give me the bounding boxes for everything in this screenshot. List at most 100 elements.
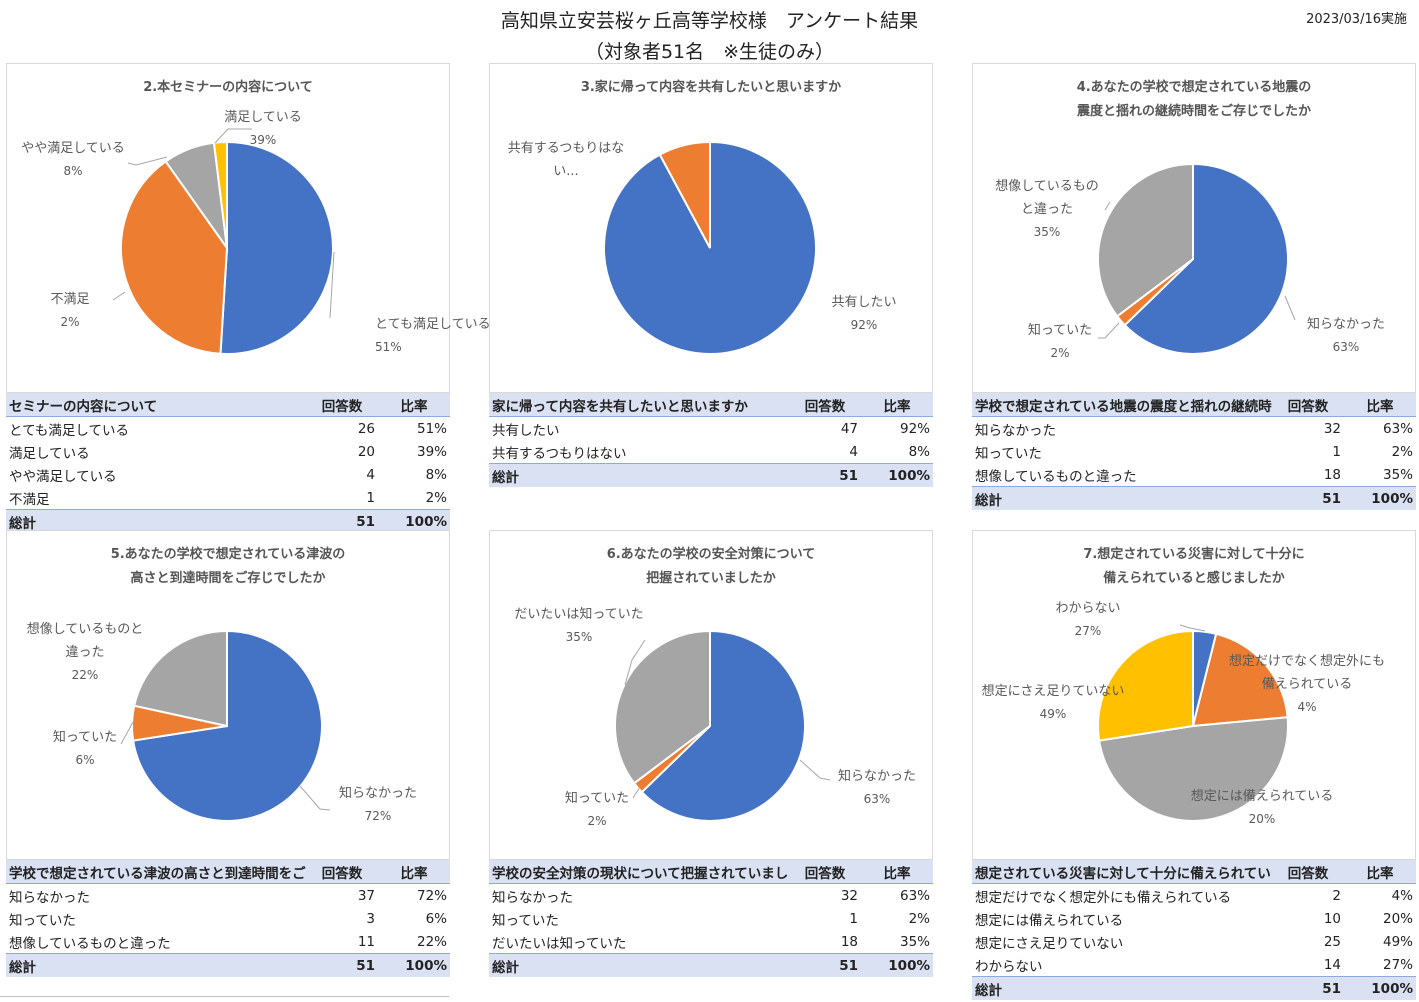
count-cell: 26 (357, 420, 375, 437)
chart-panel: 7.想定されている災害に対して十分に 備えられていると感じましたか (972, 530, 1416, 860)
table-row: 知っていた 1 2% (489, 907, 933, 930)
row-label: 総計 (6, 953, 306, 977)
count-cell: 2 (1332, 887, 1341, 904)
table-row: 共有するつもりはない 4 8% (489, 440, 933, 464)
table-row: わからない 14 27% (972, 953, 1416, 977)
ratio-cell: 比率 (861, 393, 933, 417)
report-title: 高知県立安芸桜ヶ丘高等学校様 アンケート結果 (500, 10, 919, 32)
row-label: 想定にさえ足りていない (975, 935, 1124, 952)
ratio-cell: 比率 (1344, 860, 1416, 884)
ratio-cell: 比率 (378, 393, 450, 417)
summary-table: 想定されている災害に対して十分に備えられていると感じましたか回答数比率想定だけで… (972, 860, 1416, 1000)
count-cell: 51 (789, 953, 861, 977)
chart-title-line: 7.想定されている災害に対して十分に (1083, 547, 1305, 562)
summary-table: 学校で想定されている津波の高さと到達時間をご 回答数 比率 知らなかった 37 72% 知っ… (6, 860, 450, 977)
row-label: 学校で想定されている地震の震度と揺れの継続時 (972, 393, 1272, 417)
row-label: やや満足している (9, 468, 117, 485)
ratio-cell: 27% (1382, 956, 1413, 973)
count-cell: 47 (840, 420, 858, 437)
row-label: 共有するつもりはない (492, 445, 627, 462)
count-cell: 51 (306, 509, 378, 533)
count-cell: 32 (840, 887, 858, 904)
summary-table: 家に帰って内容を共有したいと思いますか 回答数 比率共有したい 47 92% 共有するつも… (489, 393, 933, 487)
chart-title-line: 震度と揺れの継続時間をご存じでしたか (1076, 104, 1311, 119)
count-cell: 18 (840, 933, 858, 950)
count-cell: 51 (306, 953, 378, 977)
row-label: 総計 (972, 486, 1272, 510)
count-cell: 1 (1332, 443, 1341, 460)
survey-date: 2023/03/16実施 (1306, 12, 1407, 27)
row-label: 知っていた (492, 912, 559, 929)
table-total-row: 総計 51 100% (972, 486, 1416, 510)
table-row: 知っていた 3 6% (6, 907, 450, 930)
count-cell: 14 (1323, 956, 1341, 973)
ratio-cell: 35% (1382, 466, 1413, 483)
ratio-cell: 35% (899, 933, 930, 950)
chart-panel: 3.家に帰って内容を共有したいと思いますか (489, 63, 933, 393)
count-cell: 37 (357, 887, 375, 904)
row-label: 家に帰って内容を共有したいと思いますか (489, 393, 789, 417)
table-header: 学校で想定されている津波の高さと到達時間をご 回答数 比率 (6, 860, 450, 884)
ratio-cell: 22% (416, 933, 447, 950)
chart-title: 3.家に帰って内容を共有したいと思いますか (490, 76, 932, 100)
row-label: わからない (975, 958, 1043, 975)
row-label: 想像しているものと違った (9, 935, 171, 952)
ratio-cell: 6% (425, 910, 447, 927)
row-label: 共有したい (492, 422, 560, 439)
table-total-row: 総計 51 100% (6, 953, 450, 977)
row-label: とても満足している (9, 422, 130, 439)
row-label: 想定だけでなく想定外にも備えられている (975, 889, 1232, 906)
ratio-cell: 100% (861, 953, 933, 977)
chart-title-line: 4.あなたの学校で想定されている地震の (1076, 80, 1312, 95)
count-cell: 回答数 (789, 393, 861, 417)
chart-panel: 5.あなたの学校で想定されている津波の 高さと到達時間をご存じでしたか (6, 530, 450, 860)
ratio-cell: 2% (1391, 443, 1413, 460)
count-cell: 51 (1272, 486, 1344, 510)
chart-title: 5.あなたの学校で想定されている津波の 高さと到達時間をご存じでしたか (7, 543, 449, 591)
row-label: 知っていた (975, 445, 1042, 462)
count-cell: 20 (357, 443, 375, 460)
table-row: だいたいは知っていた 18 35% (489, 930, 933, 954)
chart-title: 4.あなたの学校で想定されている地震の 震度と揺れの継続時間をご存じでしたか (973, 76, 1415, 124)
summary-table: 学校の安全対策の現状について把握されていましたか 回答数 比率 知らなかった 32 63%… (489, 860, 933, 977)
ratio-cell: 20% (1382, 910, 1413, 927)
ratio-cell: 100% (378, 953, 450, 977)
row-label: 知らなかった (975, 422, 1056, 439)
row-label: 不満足 (9, 491, 50, 508)
count-cell: 回答数 (306, 393, 378, 417)
table-row: 知らなかった 32 63% (489, 884, 933, 908)
chart-title: 2.本セミナーの内容について (7, 76, 449, 100)
chart-panel: 2.本セミナーの内容について (6, 63, 450, 393)
ratio-cell: 比率 (1344, 393, 1416, 417)
table-header: 家に帰って内容を共有したいと思いますか 回答数 比率 (489, 393, 933, 417)
ratio-cell: 100% (861, 463, 933, 487)
ratio-cell: 39% (416, 443, 447, 460)
row-label: 想像しているものと違った (975, 468, 1137, 485)
ratio-cell: 比率 (378, 860, 450, 884)
chart-title-line: 高さと到達時間をご存じでしたか (130, 571, 326, 586)
row-label: 学校で想定されている津波の高さと到達時間をご (6, 860, 306, 884)
table-header: 想定されている災害に対して十分に備えられていると感じましたか回答数比率 (972, 860, 1416, 884)
chart-panel: 6.あなたの学校の安全対策について 把握されていましたか (489, 530, 933, 860)
chart-title-line: 備えられていると感じましたか (1103, 571, 1285, 586)
ratio-cell: 49% (1382, 933, 1413, 950)
count-cell: 1 (849, 910, 858, 927)
table-row: 知らなかった 32 63% (972, 417, 1416, 441)
bottom-rule (0, 996, 449, 997)
table-row: 知らなかった 37 72% (6, 884, 450, 908)
chart-title: 7.想定されている災害に対して十分に 備えられていると感じましたか (973, 543, 1415, 591)
row-label: 満足している (9, 445, 90, 462)
row-label: 想定には備えられている (975, 912, 1124, 929)
count-cell: 4 (366, 466, 375, 483)
ratio-cell: 92% (899, 420, 930, 437)
summary-table: 学校で想定されている地震の震度と揺れの継続時 回答数 比率 知らなかった 32 63% 知っ… (972, 393, 1416, 510)
row-label: 総計 (972, 976, 1272, 1000)
ratio-cell: 4% (1391, 887, 1413, 904)
table-row: 共有したい 47 92% (489, 417, 933, 441)
ratio-cell: 72% (416, 887, 447, 904)
table-total-row: 総計 51 100% (972, 976, 1416, 1000)
ratio-cell: 63% (1382, 420, 1413, 437)
count-cell: 3 (366, 910, 375, 927)
table-row: 想像しているものと違った 11 22% (6, 930, 450, 954)
chart-title-line: 6.あなたの学校の安全対策について (606, 547, 816, 562)
